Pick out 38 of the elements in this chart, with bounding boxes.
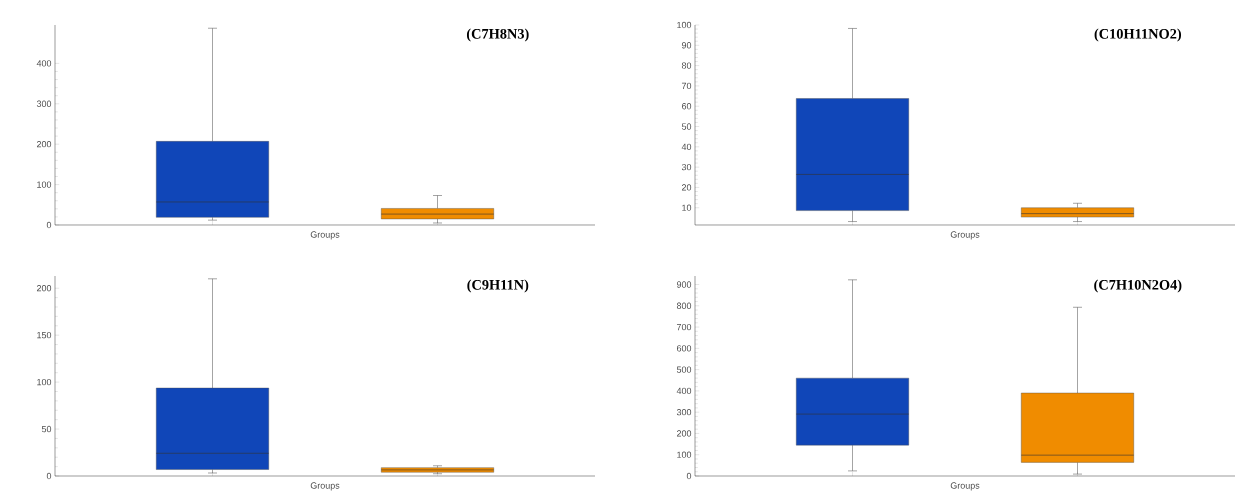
y-tick-label: 90 — [681, 42, 692, 49]
chart-title: (C10H11NO2) — [1094, 28, 1182, 42]
y-tick-label: 0 — [686, 472, 692, 480]
y-tick-label: 500 — [676, 366, 692, 373]
y-tick-label: 100 — [37, 378, 52, 386]
y-tick-label: 30 — [681, 163, 692, 171]
x-axis-title: Groups — [950, 482, 980, 491]
y-tick-label: 60 — [681, 103, 692, 110]
y-tick-label: 300 — [36, 100, 52, 107]
y-tick-label: 10 — [682, 204, 692, 211]
y-tick-label: 900 — [676, 281, 692, 288]
chart-title: (C7H8N3) — [466, 28, 529, 42]
x-axis-title: Groups — [950, 231, 980, 240]
x-axis-title: Groups — [310, 231, 340, 240]
y-tick-label: 40 — [681, 143, 692, 150]
y-tick-label: 50 — [41, 425, 52, 433]
y-tick-label: 200 — [36, 285, 52, 292]
y-tick-label: 200 — [676, 430, 692, 437]
y-tick-label: 600 — [676, 345, 692, 352]
y-tick-label: 300 — [676, 408, 692, 416]
y-tick-label: 100 — [37, 181, 52, 188]
y-tick-label: 0 — [46, 221, 52, 229]
y-tick-label: 20 — [681, 184, 692, 191]
y-tick-label: 0 — [46, 472, 52, 480]
chart-title: (C7H10N2O4) — [1094, 279, 1182, 293]
y-tick-label: 50 — [681, 123, 692, 130]
y-tick-label: 70 — [681, 82, 692, 90]
chart-title: (C9H11N) — [467, 279, 529, 293]
y-tick-label: 150 — [37, 331, 52, 339]
y-tick-label: 700 — [676, 323, 692, 331]
x-axis-title: Groups — [310, 482, 340, 491]
y-tick-label: 200 — [36, 141, 52, 148]
y-tick-label: 100 — [677, 21, 692, 29]
y-tick-label: 80 — [681, 62, 692, 69]
y-tick-label: 100 — [677, 451, 692, 458]
y-tick-label: 800 — [676, 302, 692, 309]
y-tick-label: 400 — [676, 387, 692, 395]
y-tick-label: 400 — [36, 60, 52, 67]
